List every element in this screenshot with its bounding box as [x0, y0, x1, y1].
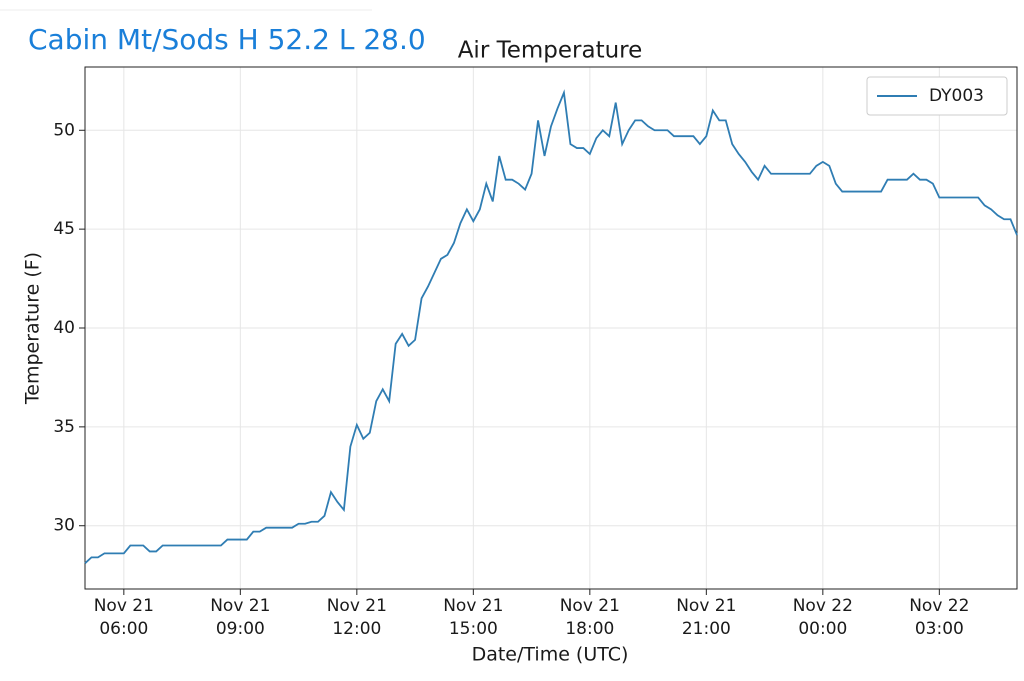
y-tick-label: 50: [53, 120, 75, 140]
y-tick-label: 30: [53, 516, 75, 536]
x-tick-label: Nov 21 06:00: [94, 596, 154, 639]
x-tick-label: Nov 21 15:00: [443, 596, 503, 639]
x-axis-label: Date/Time (UTC): [472, 644, 629, 666]
x-tick-label: Nov 21 18:00: [560, 596, 620, 639]
x-tick-label: Nov 22 03:00: [909, 596, 969, 639]
y-tick-label: 45: [53, 219, 75, 239]
x-tick-label: Nov 21 21:00: [676, 596, 736, 639]
x-tick-label: Nov 21 12:00: [327, 596, 387, 639]
legend-label: DY003: [929, 86, 984, 106]
plot-frame: [84, 66, 1018, 590]
legend-box: [866, 76, 1008, 116]
x-tick-label: Nov 21 09:00: [210, 596, 270, 639]
station-header: Cabin Mt/Sods H 52.2 L 28.0: [28, 23, 426, 56]
x-tick-label: Nov 22 00:00: [793, 596, 853, 639]
data-line: [84, 89, 1018, 564]
chart-title: Air Temperature: [458, 38, 643, 64]
y-axis-label: Temperature (F): [22, 252, 44, 405]
y-tick-label: 40: [53, 318, 75, 338]
y-tick-label: 35: [53, 417, 75, 437]
